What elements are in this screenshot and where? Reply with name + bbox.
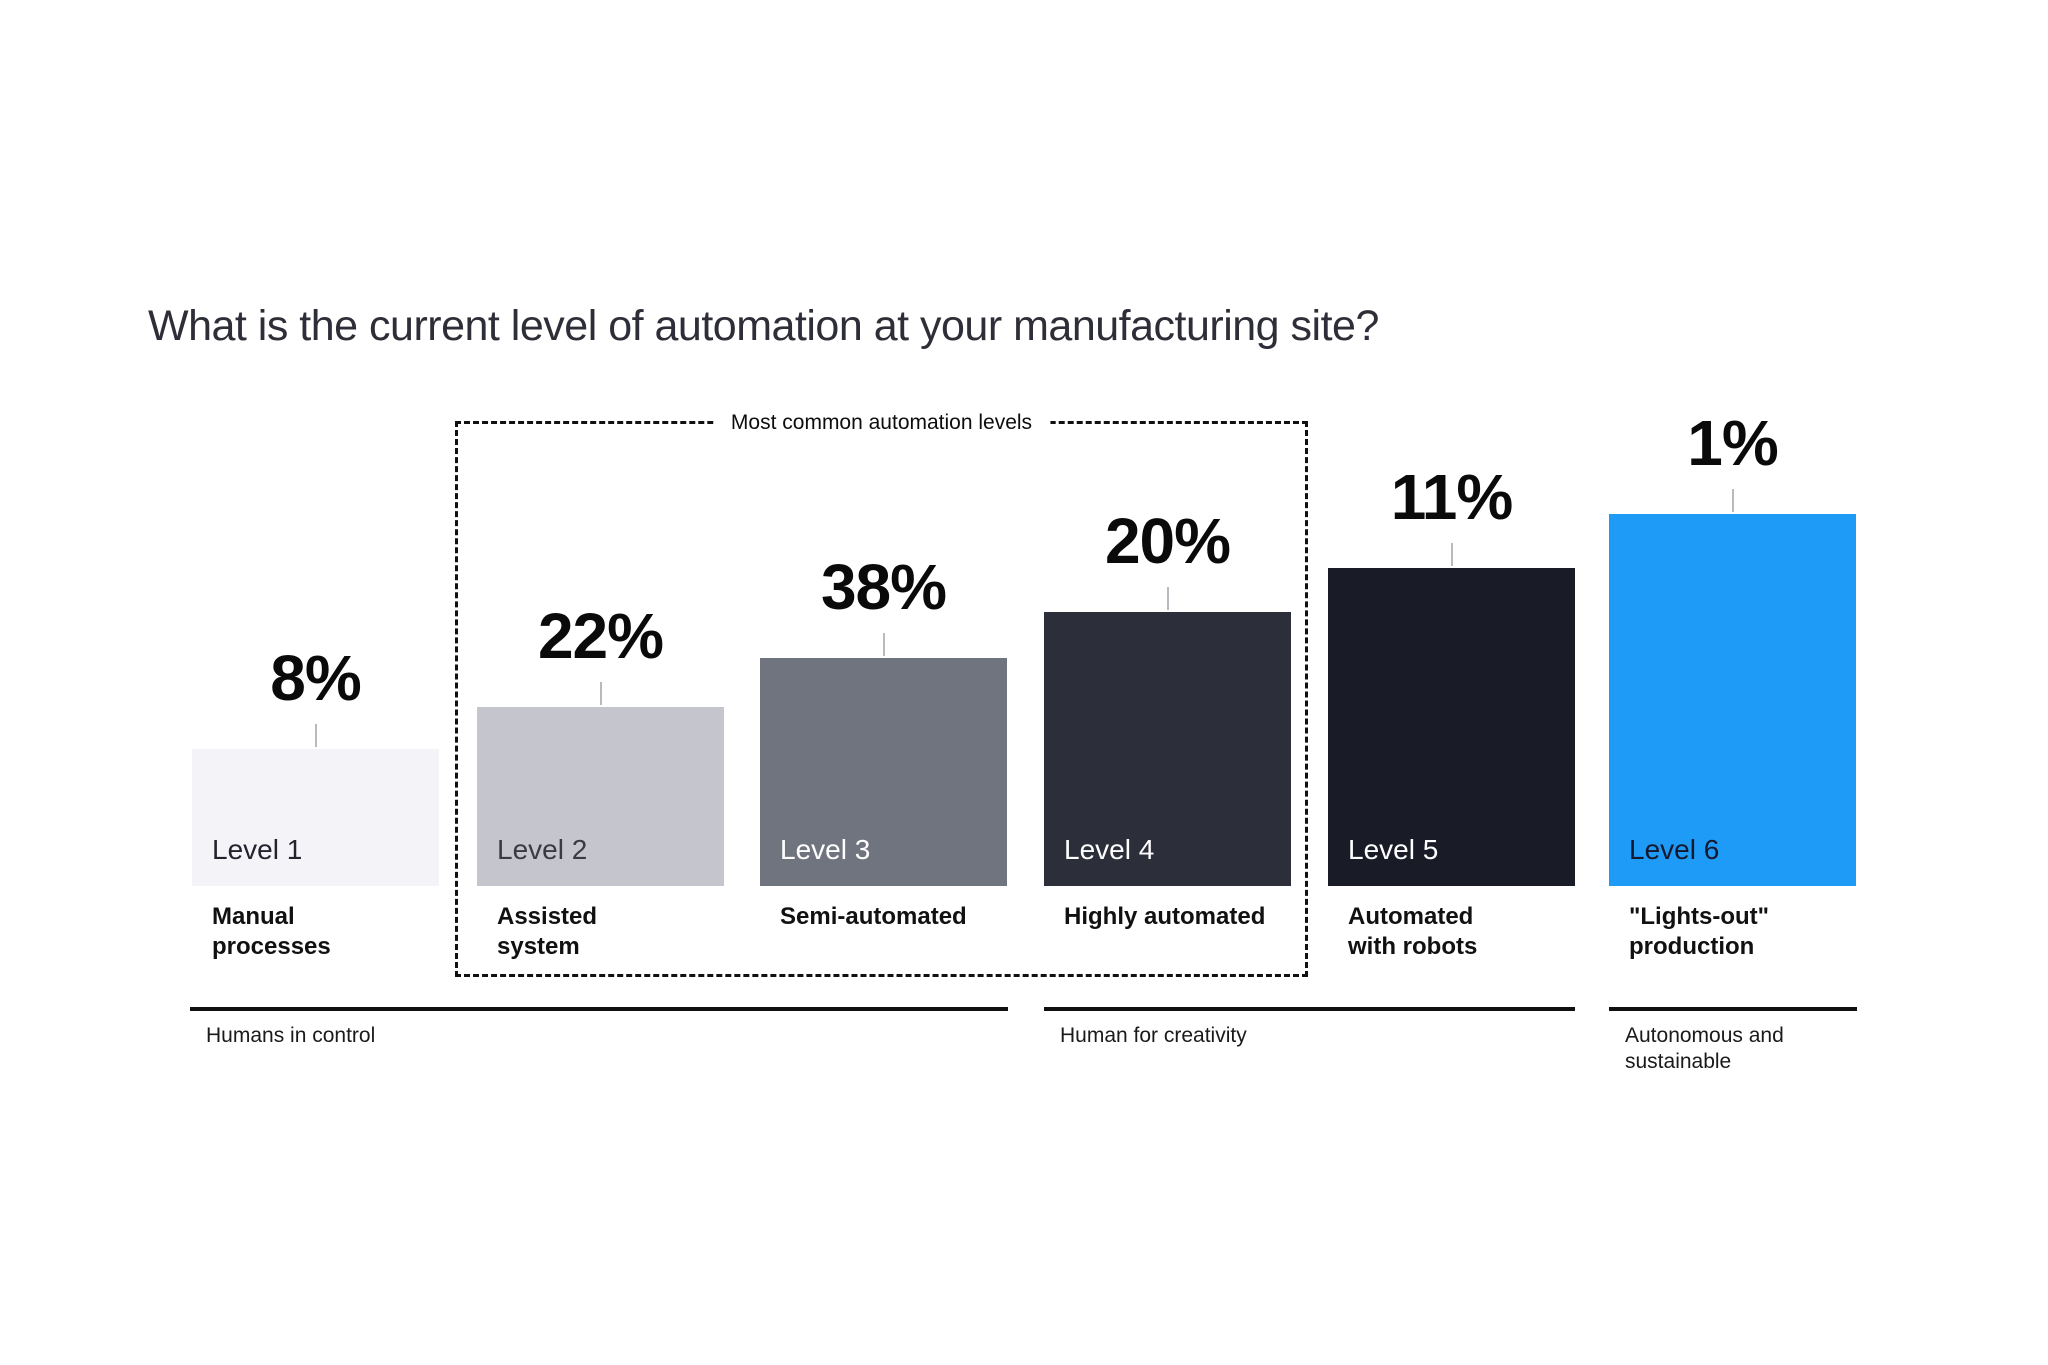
bar-level-label: Level 6 [1629, 834, 1720, 865]
chart-title: What is the current level of automation … [148, 302, 1379, 350]
bar-level-3: Level 3 [760, 658, 1007, 886]
bar-level-5: Level 5 [1328, 568, 1575, 886]
bar-group-level-2: 22% Level 2 Assisted system [477, 0, 724, 960]
category-label-level-5: Automated with robots [1348, 903, 1478, 960]
phase-label: Human for creativity [1060, 1024, 1247, 1047]
value-label-level-3: 38% [820, 551, 947, 623]
bar-level-6: Level 6 [1609, 514, 1856, 886]
phase-group-human-for-creativity: Human for creativity [1044, 1007, 1575, 1049]
value-label-level-2: 22% [537, 600, 664, 672]
bar-level-label: Level 1 [212, 834, 303, 865]
bar-level-label: Level 2 [497, 834, 588, 865]
annotation-box-label: Most common automation levels [712, 409, 1051, 436]
bar-level-label: Level 3 [780, 834, 871, 865]
value-label-level-6: 1% [1687, 407, 1779, 479]
value-tick-line [882, 633, 885, 656]
bar-level-2: Level 2 [477, 707, 724, 886]
bar-group-level-4: 20% Level 4 Highly automated [1044, 0, 1291, 930]
value-label-level-1: 8% [270, 642, 362, 714]
bar-level-label: Level 5 [1348, 834, 1439, 865]
value-tick-line [1166, 587, 1169, 610]
common-levels-annotation-box: Most common automation levels [455, 409, 1308, 977]
category-label-level-3: Semi-automated [780, 903, 967, 930]
category-label-level-6: "Lights-out" production [1629, 903, 1770, 960]
bar-group-level-1: 8% Level 1 Manual processes [192, 0, 439, 960]
category-label-level-2: Assisted system [497, 903, 598, 960]
category-label-level-4: Highly automated [1064, 903, 1266, 930]
bar-level-4: Level 4 [1044, 612, 1291, 886]
category-label-level-1: Manual processes [212, 903, 331, 960]
value-tick-line [1731, 489, 1734, 512]
bar-group-level-6: 1% Level 6 "Lights-out" production [1609, 0, 1856, 960]
bar-group-level-5: 11% Level 5 Automated with robots [1328, 0, 1575, 960]
value-tick-line [314, 724, 317, 747]
bar-group-level-3: 38% Level 3 Semi-automated [760, 0, 1007, 930]
bar-level-label: Level 4 [1064, 834, 1155, 865]
phase-label: Autonomous and sustainable [1625, 1024, 1784, 1073]
phase-label: Humans in control [206, 1024, 376, 1047]
bar-level-1: Level 1 [192, 749, 439, 886]
phase-group-autonomous-sustainable: Autonomous and sustainable [1609, 1007, 1857, 1075]
value-label-level-5: 11% [1390, 461, 1514, 533]
value-tick-line [1450, 543, 1453, 566]
phase-group-humans-in-control: Humans in control [190, 1007, 1008, 1049]
value-label-level-4: 20% [1104, 505, 1231, 577]
value-tick-line [599, 682, 602, 705]
